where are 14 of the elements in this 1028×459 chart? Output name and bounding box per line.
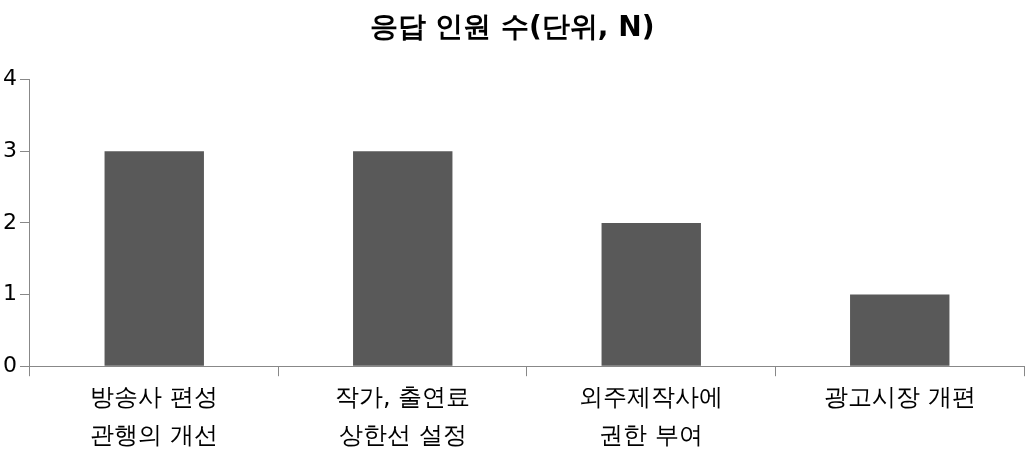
chart-title: 응답 인원 수(단위, N) bbox=[369, 10, 655, 44]
bar bbox=[353, 151, 453, 366]
bar bbox=[850, 294, 950, 366]
y-tick-label: 3 bbox=[3, 136, 17, 162]
x-tick-label: 방송사 편성 관행의 개선 bbox=[90, 382, 219, 450]
y-tick-label: 2 bbox=[3, 208, 17, 234]
y-tick-label: 4 bbox=[3, 65, 17, 91]
y-tick-label: 1 bbox=[3, 280, 17, 306]
x-tick-label: 외주제작사에 권한 부여 bbox=[579, 382, 724, 450]
bar bbox=[601, 222, 701, 366]
y-tick-label: 0 bbox=[3, 351, 17, 377]
x-tick-label: 작가, 출연료 상한선 설정 bbox=[335, 382, 471, 450]
x-tick-label: 광고시장 개편 bbox=[823, 382, 976, 411]
bar bbox=[104, 151, 204, 366]
